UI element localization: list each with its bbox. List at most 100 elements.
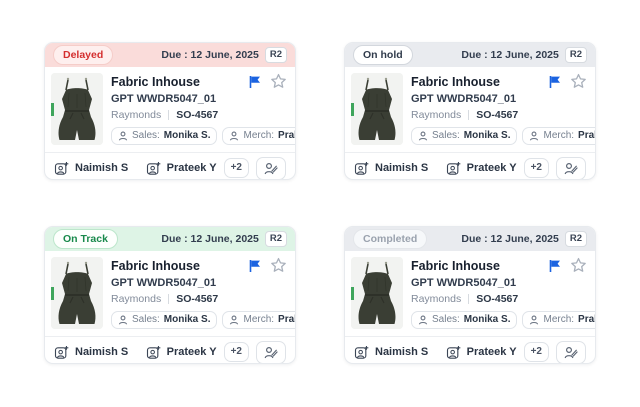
- brand-name: Raymonds: [411, 293, 462, 305]
- user-edit-icon: [564, 346, 578, 358]
- divider: [468, 294, 470, 304]
- flag-icon[interactable]: [248, 259, 262, 273]
- sales-order-number: SO-4567: [176, 109, 219, 121]
- assignee-name: Prateek Y: [166, 162, 217, 174]
- person-icon: [530, 315, 539, 325]
- status-badge: On Track: [53, 228, 118, 250]
- assignee-primary: Naimish S: [354, 161, 428, 176]
- sales-label: Sales:: [432, 314, 460, 325]
- assignee-name: Naimish S: [75, 346, 129, 358]
- sales-person-pill: Sales: Monika S.: [411, 311, 518, 329]
- card-footer: Naimish S Prateek Y +2: [45, 336, 295, 363]
- user-edit-button[interactable]: [256, 156, 286, 179]
- assignee-secondary: Prateek Y: [146, 161, 217, 176]
- user-edit-button[interactable]: [556, 340, 586, 363]
- user-add-icon: [146, 161, 160, 175]
- merch-label: Merch:: [543, 314, 575, 325]
- product-image: [351, 73, 403, 145]
- revision-badge: R2: [264, 47, 287, 63]
- order-card[interactable]: Completed Due : 12 June, 2025 R2: [344, 226, 596, 364]
- product-title: Fabric Inhouse: [111, 258, 200, 273]
- extra-assignees-count[interactable]: +2: [523, 342, 549, 362]
- romper-illustration: [51, 257, 103, 329]
- product-title: Fabric Inhouse: [411, 74, 500, 89]
- order-card[interactable]: On hold Due : 12 June, 2025 R2: [344, 42, 596, 180]
- sales-order-number: SO-4567: [476, 109, 519, 121]
- sales-label: Sales:: [432, 130, 460, 141]
- assignee-secondary: Prateek Y: [146, 345, 217, 360]
- assignee-secondary: Prateek Y: [446, 161, 517, 176]
- divider: [168, 110, 170, 120]
- card-header: On Track Due : 12 June, 2025 R2: [45, 227, 295, 251]
- merch-value: Praksh: [578, 314, 595, 325]
- merch-person-pill: Merch: Praksh: [522, 311, 595, 329]
- star-icon[interactable]: [270, 73, 287, 90]
- order-card[interactable]: On Track Due : 12 June, 2025 R2: [44, 226, 296, 364]
- divider: [168, 294, 170, 304]
- flag-icon[interactable]: [548, 259, 562, 273]
- merch-label: Merch:: [243, 130, 275, 141]
- assignee-name: Prateek Y: [466, 346, 517, 358]
- brand-name: Raymonds: [411, 109, 462, 121]
- flag-icon[interactable]: [248, 75, 262, 89]
- due-date-label: Due : 12 June, 2025: [461, 49, 559, 61]
- product-info: Fabric Inhouse GPT WWDR5047_01: [111, 257, 295, 329]
- product-info: Fabric Inhouse GPT WWDR5047_01: [111, 73, 295, 145]
- user-edit-button[interactable]: [256, 340, 286, 363]
- card-footer: Naimish S Prateek Y +2: [45, 152, 295, 179]
- revision-badge: R2: [264, 231, 287, 247]
- merch-value: Praksh: [578, 130, 595, 141]
- style-code: GPT WWDR5047_01: [111, 93, 217, 105]
- star-icon[interactable]: [570, 73, 587, 90]
- assignee-name: Naimish S: [375, 346, 429, 358]
- sales-person-pill: Sales: Monika S.: [111, 127, 218, 145]
- user-edit-icon: [264, 162, 278, 174]
- assignee-name: Naimish S: [75, 162, 129, 174]
- status-badge: Delayed: [53, 44, 114, 66]
- sales-value: Monika S.: [163, 130, 211, 141]
- product-info: Fabric Inhouse GPT WWDR5047_01: [411, 73, 595, 145]
- romper-illustration: [351, 73, 403, 145]
- merch-label: Merch:: [543, 130, 575, 141]
- flag-icon[interactable]: [548, 75, 562, 89]
- user-edit-icon: [264, 346, 278, 358]
- extra-assignees-count[interactable]: +2: [223, 342, 249, 362]
- sales-value: Monika S.: [163, 314, 211, 325]
- merch-person-pill: Merch: Praksh: [222, 127, 295, 145]
- sales-person-pill: Sales: Monika S.: [111, 311, 218, 329]
- due-date-label: Due : 12 June, 2025: [161, 49, 259, 61]
- brand-name: Raymonds: [111, 109, 162, 121]
- style-code: GPT WWDR5047_01: [411, 93, 517, 105]
- assignee-primary: Naimish S: [54, 345, 128, 360]
- star-icon[interactable]: [270, 257, 287, 274]
- extra-assignees-count[interactable]: +2: [523, 158, 549, 178]
- due-date-label: Due : 12 June, 2025: [161, 233, 259, 245]
- person-icon: [118, 131, 128, 141]
- card-body: Fabric Inhouse GPT WWDR5047_01: [345, 251, 595, 336]
- sales-order-number: SO-4567: [476, 293, 519, 305]
- product-image: [351, 257, 403, 329]
- revision-badge: R2: [564, 231, 587, 247]
- extra-assignees-count[interactable]: +2: [223, 158, 249, 178]
- revision-badge: R2: [564, 47, 587, 63]
- card-header: Delayed Due : 12 June, 2025 R2: [45, 43, 295, 67]
- brand-name: Raymonds: [111, 293, 162, 305]
- person-icon: [118, 315, 128, 325]
- star-icon[interactable]: [570, 257, 587, 274]
- sales-value: Monika S.: [463, 130, 511, 141]
- status-badge: On hold: [353, 44, 413, 66]
- user-edit-button[interactable]: [556, 156, 586, 179]
- assignee-primary: Naimish S: [54, 161, 128, 176]
- sales-person-pill: Sales: Monika S.: [411, 127, 518, 145]
- card-header: On hold Due : 12 June, 2025 R2: [345, 43, 595, 67]
- person-icon: [418, 131, 428, 141]
- card-footer: Naimish S Prateek Y +2: [345, 336, 595, 363]
- order-card[interactable]: Delayed Due : 12 June, 2025 R2: [44, 42, 296, 180]
- user-add-icon: [354, 345, 369, 359]
- product-title: Fabric Inhouse: [411, 258, 500, 273]
- status-badge: Completed: [353, 228, 428, 250]
- divider: [468, 110, 470, 120]
- assignee-name: Naimish S: [375, 162, 429, 174]
- merch-value: Praksh: [278, 314, 295, 325]
- assignee-secondary: Prateek Y: [446, 345, 517, 360]
